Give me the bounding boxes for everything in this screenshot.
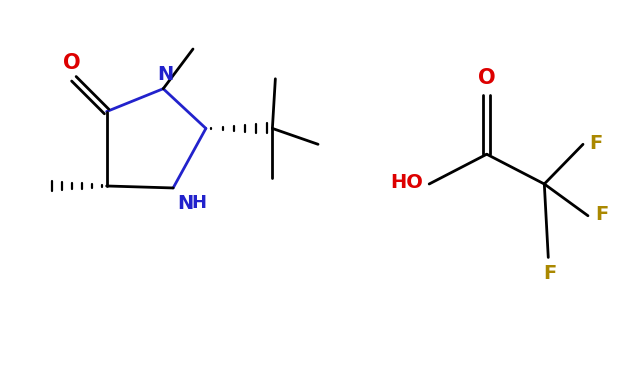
Text: N: N — [157, 65, 173, 84]
Text: HO: HO — [390, 172, 423, 191]
Text: F: F — [544, 264, 557, 283]
Text: O: O — [478, 68, 495, 88]
Text: N: N — [177, 194, 193, 213]
Text: F: F — [595, 205, 608, 224]
Text: F: F — [589, 134, 602, 153]
Text: H: H — [191, 194, 206, 212]
Text: O: O — [63, 53, 80, 73]
